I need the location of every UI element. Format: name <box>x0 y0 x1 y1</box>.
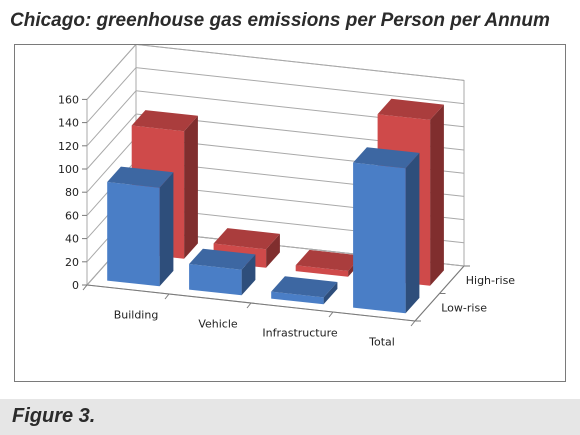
x-tick-mark <box>328 311 334 318</box>
chart-area: 0 20 40 60 80 100 120 140 160 Building Vehicle Infr… <box>14 44 566 382</box>
bar-side <box>241 254 256 296</box>
bar-top <box>377 98 444 120</box>
y-tick-label: 160 <box>58 93 79 106</box>
bar-side <box>159 172 174 287</box>
x-tick-mark <box>246 302 252 309</box>
bar-front <box>107 182 160 287</box>
y-tick-label: 100 <box>58 163 79 176</box>
figure-caption: Figure 3. <box>12 405 96 427</box>
category-label: Vehicle <box>198 318 238 331</box>
bar-top <box>189 248 256 270</box>
bar <box>353 147 420 314</box>
y-tick-label: 140 <box>58 117 79 130</box>
series-label: High-rise <box>466 274 516 287</box>
bar-front <box>295 265 349 277</box>
bar-front <box>189 264 242 296</box>
bar-side <box>430 104 444 286</box>
bar-top <box>131 110 198 132</box>
x-tick-mark <box>164 293 170 300</box>
y-tick-label: 0 <box>72 279 79 292</box>
y-tick-label: 80 <box>65 186 79 199</box>
y-tick-label: 60 <box>65 209 79 222</box>
bar-side <box>184 115 198 259</box>
bar-top <box>295 249 362 271</box>
bar-side <box>405 152 420 314</box>
category-label: Building <box>114 309 159 322</box>
bar-side <box>323 282 338 305</box>
bar-top <box>353 147 420 169</box>
bar <box>107 166 174 287</box>
gridline <box>86 90 465 147</box>
bar <box>189 248 256 296</box>
y-tick-label: 40 <box>65 233 79 246</box>
bar-side <box>266 233 280 268</box>
caption-bar: Figure 3. <box>0 399 580 435</box>
chart-title: Chicago: greenhouse gas emissions per Pe… <box>10 10 550 31</box>
bar-front <box>271 291 324 305</box>
bar-top <box>213 228 280 250</box>
category-label: Infrastructure <box>262 327 338 340</box>
bar <box>271 276 338 305</box>
y-tick-label: 20 <box>65 256 79 269</box>
series-label: Low-rise <box>441 301 487 314</box>
bar-front <box>353 162 406 314</box>
gridline <box>86 45 465 100</box>
gridline <box>86 67 465 123</box>
category-label: Total <box>368 336 395 349</box>
gridline <box>86 113 465 170</box>
y-tick-label: 120 <box>58 140 79 153</box>
chart-svg: 0 20 40 60 80 100 120 140 160 Building Vehicle Infr… <box>58 45 516 349</box>
bar-top <box>107 166 174 188</box>
x-tick-mark <box>410 320 416 327</box>
x-tick-mark <box>82 284 88 291</box>
bar-top <box>271 276 338 298</box>
